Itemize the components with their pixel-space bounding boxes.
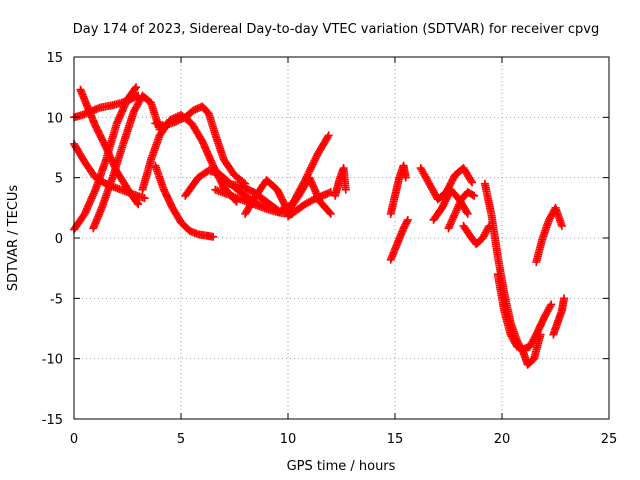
x-tick-label: 25 [601,432,618,447]
data-point [468,178,477,187]
data-point [311,154,320,163]
data-point [452,206,461,215]
data-point [132,83,141,92]
data-point [140,194,149,203]
chart-title: Day 174 of 2023, Sidereal Day-to-day VTE… [73,22,599,37]
y-tick-label: 10 [46,111,63,126]
series-track-o [386,161,410,218]
data-point [557,221,566,230]
data-point [450,211,459,220]
y-tick-label: -5 [50,292,63,307]
y-axis-label: SDTVAR / TECUs [6,185,21,292]
data-point [306,165,315,174]
y-tick-label: -10 [42,353,63,368]
x-tick-label: 15 [387,432,404,447]
data-point [401,173,410,182]
data-point [468,190,477,199]
data-point [455,199,464,208]
data-point [209,232,218,241]
series-track-m [284,188,335,221]
data-point [446,220,455,229]
data-point [168,114,177,123]
data-point [130,84,139,93]
data-point [403,215,412,224]
data-point [453,204,462,213]
data-point [312,153,321,162]
x-tick-label: 10 [280,432,297,447]
series-track-q [416,164,477,204]
series-track-d [70,139,149,203]
data-point [450,209,459,218]
x-tick-label: 20 [494,432,511,447]
data-point [454,202,463,211]
series-track-s [444,188,479,233]
y-tick-label: 5 [55,172,63,187]
tick-labels: 0 5 10 15 20 25 15 10 5 0 -5 -10 -15 [42,51,618,447]
series-track-b [70,91,143,122]
data-point [326,209,335,218]
data-point [449,213,458,222]
data-point [134,200,143,209]
data-point [308,160,317,169]
series-track-v [493,270,556,354]
data-point [547,300,556,309]
data-point [341,185,350,194]
series-track-e [89,91,164,233]
data-point [307,163,316,172]
series-track-n [331,164,350,200]
data-point [169,114,178,123]
y-tick-label: 15 [46,51,63,66]
data-point [171,113,180,122]
data-point [446,218,455,227]
data-point [447,217,456,226]
x-axis-label: GPS time / hours [287,459,396,474]
series-track-f [151,161,218,241]
y-tick-label: -15 [42,413,63,428]
series-track-t [459,221,494,249]
data-point [454,200,463,209]
data-point [325,208,334,217]
series-track-l [241,173,335,218]
data-point [324,131,333,140]
data-point [402,217,411,226]
data-point [444,224,453,233]
x-tick-label: 0 [70,432,78,447]
series-track-r [429,185,472,224]
data-point [310,156,319,165]
data-point [470,191,479,200]
series-track-x [549,294,569,339]
data-point [451,208,460,217]
data-point [462,208,471,217]
data-point [307,161,316,170]
x-tick-label: 5 [177,432,185,447]
data-points [70,83,569,369]
data-point [445,222,454,231]
data-point [166,115,175,124]
series-track-p [386,215,412,264]
data-point [546,302,555,311]
data-point [323,133,332,142]
data-point [467,176,476,185]
data-point [133,198,142,207]
y-tick-label: 0 [55,232,63,247]
axis-ticks [73,56,610,420]
data-point [448,215,457,224]
data-point [560,294,569,303]
data-point [309,158,318,167]
series-track-w [532,203,566,267]
data-point [463,209,472,218]
